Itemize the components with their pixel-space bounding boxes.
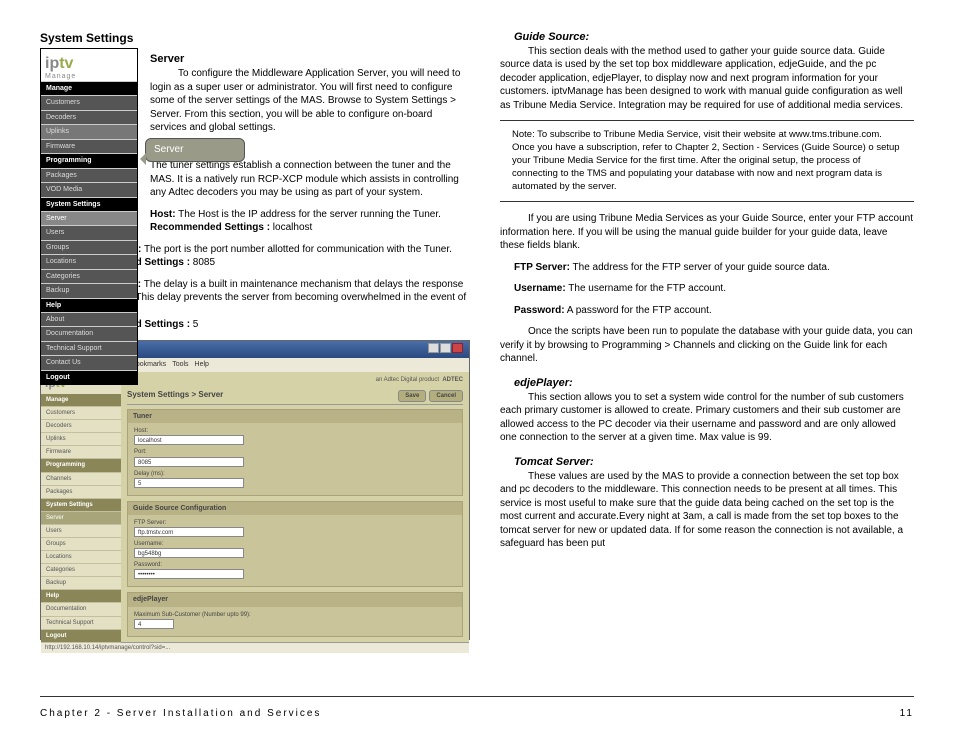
footer-chapter: Chapter 2 - Server Installation and Serv…	[40, 707, 321, 721]
page-footer: Chapter 2 - Server Installation and Serv…	[40, 707, 914, 721]
browser-status: http://192.168.10.14/iptvmanage/control?…	[41, 642, 469, 653]
sidebar-logout: Logout	[41, 370, 137, 384]
pass-input[interactable]: ••••••••	[134, 569, 244, 579]
edjeplayer-heading: edjePlayer:	[514, 376, 914, 391]
ftp-input[interactable]: ftp.tmstv.com	[134, 527, 244, 537]
user-input[interactable]: bg548bg	[134, 548, 244, 558]
server-para: To configure the Middleware Application …	[150, 67, 470, 135]
guide-p1: This section deals with the method used …	[500, 45, 914, 113]
server-callout: Server	[145, 138, 245, 162]
footer-pagenum: 11	[900, 707, 914, 721]
right-column: Guide Source: This section deals with th…	[500, 30, 914, 690]
sidebar-head-system: System Settings	[41, 197, 137, 211]
guide-source-panel: Guide Source Configuration FTP Server:ft…	[127, 501, 463, 588]
tomcat-para: These values are used by the MAS to prov…	[500, 470, 914, 551]
guide-p3: Once the scripts have been run to popula…	[500, 325, 914, 366]
guide-note-box: Note: To subscribe to Tribune Media Serv…	[500, 120, 914, 202]
save-button[interactable]: Save	[398, 390, 426, 402]
tomcat-heading: Tomcat Server:	[514, 455, 914, 470]
sidebar-head-manage: Manage	[41, 81, 137, 95]
maxsub-input[interactable]: 4	[134, 619, 174, 629]
edjeplayer-para: This section allows you to set a system …	[500, 391, 914, 445]
port-input[interactable]: 8085	[134, 457, 244, 467]
sidebar-head-programming: Programming	[41, 153, 137, 167]
window-buttons	[427, 343, 463, 356]
left-column: System Settings iptvManage Manage Custom…	[40, 30, 470, 690]
def-pass: Password: A password for the FTP account…	[514, 304, 914, 318]
footer-rule	[40, 696, 914, 697]
edjeplayer-panel: edjePlayer Maximum Sub-Customer (Number …	[127, 592, 463, 637]
tuner-para: The tuner settings establish a connectio…	[150, 159, 470, 200]
page-title: System Settings	[40, 30, 470, 46]
tuner-panel: Tuner Host:localhost Port:8085 Delay (ms…	[127, 409, 463, 496]
browser-sidebar: iptv Manage Customers Decoders Uplinks F…	[41, 372, 121, 642]
server-heading: Server	[150, 52, 470, 67]
guide-p2: If you are using Tribune Media Services …	[500, 212, 914, 253]
delay-input[interactable]: 5	[134, 478, 244, 488]
sidebar-head-help: Help	[41, 298, 137, 312]
breadcrumb: System Settings > Server	[127, 390, 223, 401]
server-block: Server To configure the Middleware Appli…	[150, 52, 470, 134]
sidebar-screenshot: iptvManage Manage Customers Decoders Upl…	[40, 48, 138, 385]
host-input[interactable]: localhost	[134, 435, 244, 445]
tuner-host: Host: The Host is the IP address for the…	[150, 208, 470, 235]
def-user: Username: The username for the FTP accou…	[514, 282, 914, 296]
cancel-button[interactable]: Cancel	[429, 390, 463, 402]
guide-note: Note: To subscribe to Tribune Media Serv…	[500, 129, 914, 193]
guide-source-heading: Guide Source:	[514, 30, 914, 45]
def-ftp: FTP Server: The address for the FTP serv…	[514, 261, 914, 275]
browser-main: an Adtec Digital product ADTEC System Se…	[121, 372, 469, 642]
sidebar-logo: iptvManage	[41, 49, 137, 81]
